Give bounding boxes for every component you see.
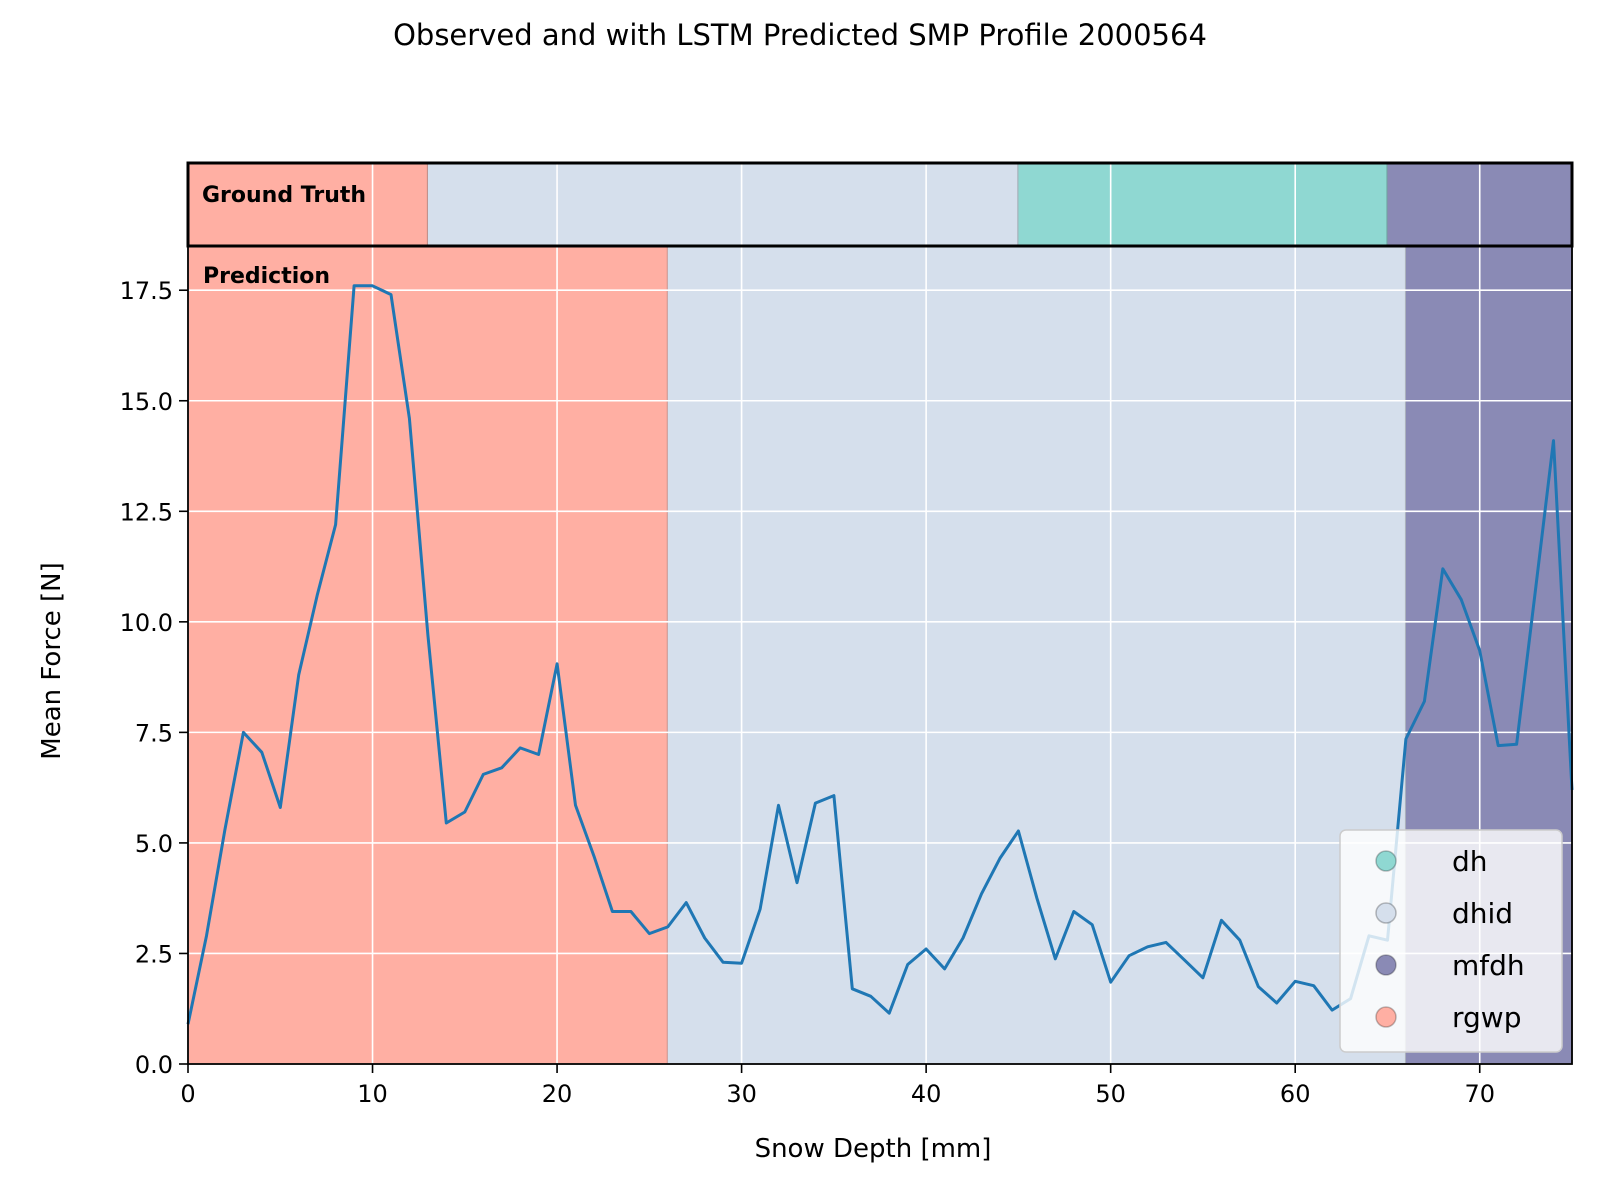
chart-title: Observed and with LSTM Predicted SMP Pro… — [393, 18, 1207, 52]
y-tick-label: 7.5 — [135, 719, 173, 747]
y-tick-label: 10.0 — [120, 609, 173, 637]
x-tick-label: 40 — [911, 1080, 942, 1108]
x-axis-label: Snow Depth [mm] — [755, 1134, 992, 1164]
x-tick-label: 70 — [1464, 1080, 1495, 1108]
x-tick-label: 10 — [357, 1080, 388, 1108]
ground-truth-segment-dh — [1018, 163, 1388, 246]
y-tick-label: 17.5 — [120, 277, 173, 305]
legend-box — [1339, 829, 1563, 1053]
prediction-label: Prediction — [203, 264, 330, 289]
ground-truth-segment-rgwp — [188, 163, 428, 246]
legend-marker-dhid — [1375, 902, 1397, 924]
legend-label-dhid: dhid — [1452, 897, 1513, 930]
y-tick-label: 12.5 — [120, 498, 173, 526]
x-tick-label: 60 — [1280, 1080, 1311, 1108]
legend-marker-dh — [1375, 850, 1397, 872]
ground-truth-segment-dhid — [427, 163, 1019, 246]
x-tick-label: 0 — [180, 1080, 195, 1108]
y-tick-label: 2.5 — [135, 940, 173, 968]
prediction-segment-rgwp — [188, 246, 668, 1064]
legend-label-rgwp: rgwp — [1452, 1001, 1521, 1034]
main-axes-frame — [187, 245, 1573, 1065]
y-axis-ticks: 0.0 2.5 5.0 7.5 10.0 12.5 15.0 17.5 — [120, 277, 188, 1079]
x-tick-label: 50 — [1095, 1080, 1126, 1108]
x-tick-label: 30 — [726, 1080, 757, 1108]
legend-marker-mfdh — [1375, 954, 1397, 976]
y-tick-label: 15.0 — [120, 388, 173, 416]
x-axis-ticks: 0 10 20 30 40 50 60 70 — [180, 1064, 1495, 1108]
x-tick-label: 20 — [542, 1080, 573, 1108]
y-axis-label: Mean Force [N] — [37, 562, 67, 759]
ground-truth-label: Ground Truth — [202, 183, 366, 208]
legend-marker-rgwp — [1375, 1006, 1397, 1028]
legend-label-dh: dh — [1452, 845, 1488, 878]
prediction-segment-dhid — [667, 246, 1406, 1064]
legend: dh dhid mfdh rgwp — [1339, 829, 1563, 1053]
y-tick-label: 5.0 — [135, 830, 173, 858]
ground-truth-track — [188, 163, 1573, 246]
y-tick-label: 0.0 — [135, 1051, 173, 1079]
axes-frames — [186, 161, 1574, 1065]
legend-label-mfdh: mfdh — [1452, 949, 1525, 982]
